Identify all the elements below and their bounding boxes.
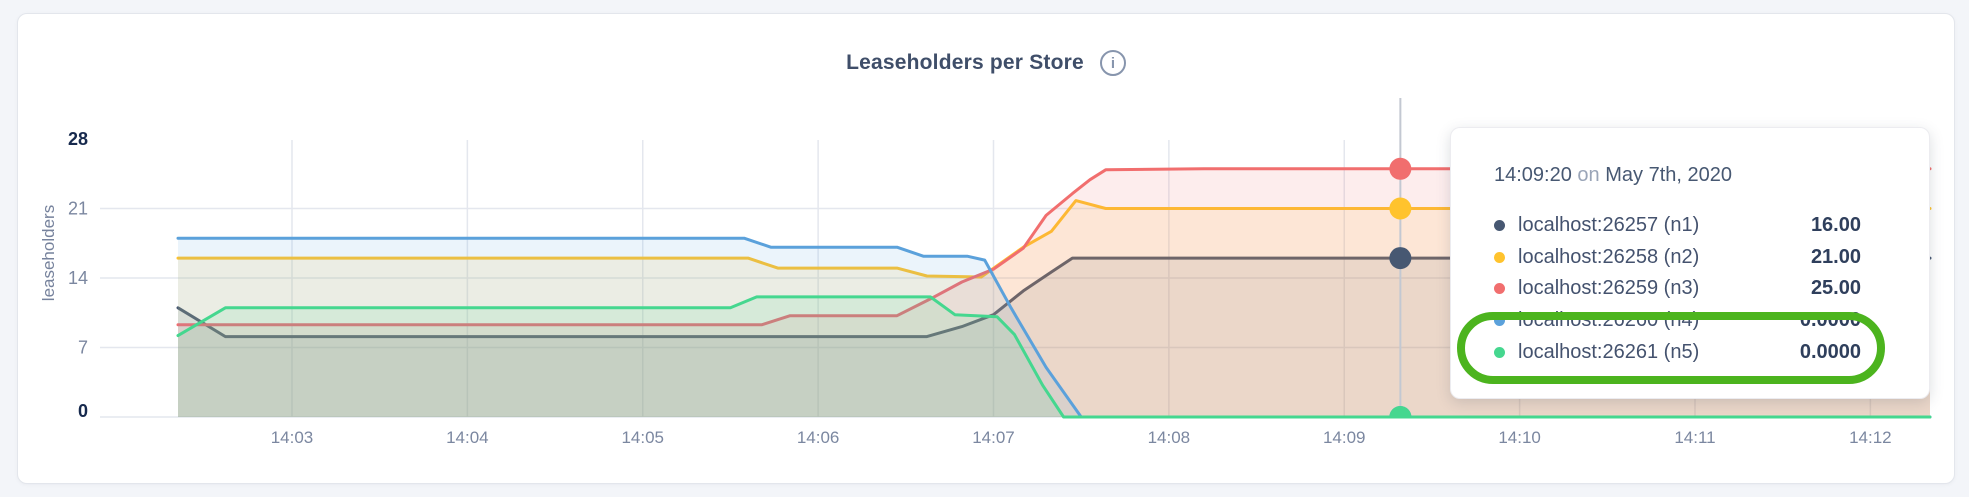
x-tick-label: 14:08 — [1148, 428, 1191, 447]
series-value: 16.00 — [1810, 214, 1861, 237]
chart-header: Leaseholders per Store i — [18, 50, 1954, 76]
series-line-n3 — [176, 167, 1932, 327]
series-label: localhost:26260 (n4) — [1518, 309, 1700, 332]
x-tick-label: 14:07 — [972, 428, 1015, 447]
series-line-n5 — [176, 295, 1932, 419]
series-label: localhost:26261 (n5) — [1518, 340, 1700, 363]
x-tick-label: 14:06 — [797, 428, 840, 447]
series-color-dot — [1494, 220, 1505, 232]
x-tick-label: 14:12 — [1849, 428, 1892, 447]
series-label: localhost:26258 (n2) — [1518, 245, 1700, 268]
y-tick-label: 14 — [68, 268, 88, 288]
series-line-n2 — [176, 199, 1932, 279]
info-icon[interactable]: i — [1099, 50, 1126, 76]
y-tick-label: 21 — [68, 199, 88, 219]
x-tick-label: 14:10 — [1498, 428, 1541, 447]
series-value: 21.00 — [1810, 245, 1861, 268]
tooltip-rows: localhost:26257 (n1) 16.00 localhost:26258… — [1451, 210, 1929, 368]
x-tick-label: 14:11 — [1674, 428, 1715, 447]
hover-dot-n3 — [1389, 157, 1412, 180]
chart-title: Leaseholders per Store — [846, 51, 1084, 74]
y-tick-label: 28 — [68, 129, 88, 149]
tooltip-row: localhost:26258 (n2) 21.00 — [1451, 242, 1929, 274]
series-value: 0.0000 — [1799, 340, 1861, 363]
hover-dot-n2 — [1389, 197, 1412, 220]
x-tick-label: 14:09 — [1323, 428, 1366, 447]
x-tick-label: 14:04 — [446, 428, 489, 447]
series-color-dot — [1494, 283, 1505, 295]
tooltip-timestamp: 14:09:20 on May 7th, 2020 — [1494, 164, 1732, 187]
tooltip-row: localhost:26260 (n4) 0.0000 — [1451, 305, 1929, 337]
y-axis-title: leaseholders — [39, 205, 58, 301]
series-color-dot — [1494, 251, 1505, 263]
tooltip-row: localhost:26259 (n3) 25.00 — [1451, 273, 1929, 305]
tooltip-row: localhost:26261 (n5) 0.0000 — [1451, 336, 1929, 368]
series-label: localhost:26259 (n3) — [1518, 277, 1700, 300]
x-tick-label: 14:05 — [621, 428, 664, 447]
tooltip-time: 14:09:20 — [1494, 164, 1572, 186]
tooltip-date: May 7th, 2020 — [1605, 164, 1732, 186]
series-area-n5 — [178, 296, 1930, 417]
series-line-n1 — [176, 256, 1932, 339]
series-label: localhost:26257 (n1) — [1518, 214, 1700, 237]
series-color-dot — [1494, 346, 1505, 358]
series-line-n4 — [176, 236, 1932, 419]
y-tick-label: 0 — [78, 401, 88, 421]
hover-dot-n5 — [1389, 406, 1412, 417]
x-tick-label: 14:03 — [271, 428, 314, 447]
series-value: 0.0000 — [1799, 309, 1861, 332]
tooltip-connector: on — [1577, 164, 1600, 186]
series-color-dot — [1494, 315, 1505, 327]
series-area-n4 — [178, 238, 1930, 417]
y-tick-label: 7 — [78, 338, 88, 358]
hover-dot-n1 — [1389, 247, 1412, 270]
chart-tooltip: 14:09:20 on May 7th, 2020 localhost:2625… — [1450, 127, 1930, 399]
tooltip-row: localhost:26257 (n1) 16.00 — [1451, 210, 1929, 242]
series-value: 25.00 — [1810, 277, 1861, 300]
